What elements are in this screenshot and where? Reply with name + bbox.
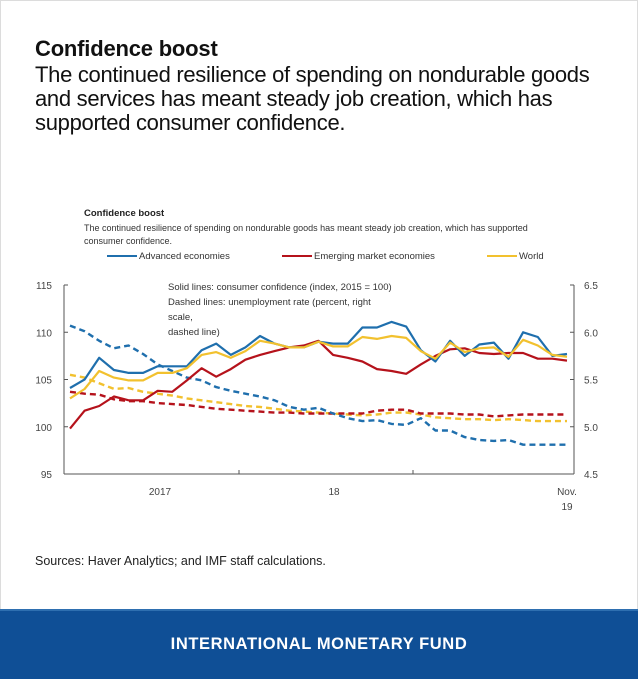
legend-item-emerging: Emerging market economies — [282, 250, 435, 262]
legend-swatch-emerging — [282, 255, 312, 257]
right-tick-label: 6.0 — [584, 328, 598, 339]
left-tick-label: 95 — [41, 470, 53, 481]
series-layer — [69, 320, 568, 446]
x-tick-label: 19 — [561, 502, 573, 513]
right-tick-label: 6.5 — [584, 281, 598, 292]
annotation-line-3: dashed line) — [168, 327, 220, 338]
right-tick-label: 5.0 — [584, 423, 598, 434]
legend-swatch-world — [487, 255, 517, 257]
series-emerging-market-economies-unemployment — [69, 390, 567, 418]
annotation-line-2: Dashed lines: unemployment rate (percent… — [168, 297, 371, 323]
series-advanced-economies-unemployment — [69, 324, 567, 446]
chart-subtitle: The continued resilience of spending on … — [84, 223, 528, 246]
card-frame — [0, 0, 638, 609]
axes — [63, 284, 575, 475]
left-tick-label: 100 — [35, 423, 52, 434]
chart-svg: 115 110 105 100 95 6.5 6.0 5.5 5.0 4.5 2017 18 Nov. 1… — [35, 281, 598, 513]
footer-banner: INTERNATIONAL MONETARY FUND — [0, 609, 638, 679]
legend-label-world: World — [519, 250, 544, 262]
legend-label-emerging: Emerging market economies — [314, 250, 435, 262]
legend-item-advanced: Advanced economies — [107, 250, 230, 262]
organization-name: INTERNATIONAL MONETARY FUND — [170, 635, 468, 653]
right-tick-label: 5.5 — [584, 376, 598, 387]
legend-item-world: World — [487, 250, 544, 262]
headline: Confidence boost — [35, 36, 218, 61]
right-tick-label: 4.5 — [584, 470, 598, 481]
left-tick-label: 115 — [36, 281, 52, 292]
sources-note: Sources: Haver Analytics; and IMF staff … — [35, 554, 326, 568]
left-tick-label: 110 — [36, 328, 52, 339]
tick-labels: 115 110 105 100 95 6.5 6.0 5.5 5.0 4.5 2017 18 Nov. 1… — [35, 281, 598, 513]
chart-title: Confidence boost — [84, 208, 165, 219]
chart-annotation: Solid lines: consumer confidence (index,… — [168, 280, 398, 340]
x-tick-label: 2017 — [149, 487, 172, 498]
left-tick-label: 105 — [35, 376, 52, 387]
legend-swatch-advanced — [107, 255, 137, 257]
subheadline: The continued resilience of spending on … — [35, 62, 590, 135]
series-world-confidence — [69, 334, 568, 400]
legend-label-advanced: Advanced economies — [139, 250, 230, 262]
annotation-line-1: Solid lines: consumer confidence (index,… — [168, 282, 392, 293]
x-tick-label: 18 — [328, 487, 340, 498]
x-tick-label: Nov. — [557, 487, 577, 498]
